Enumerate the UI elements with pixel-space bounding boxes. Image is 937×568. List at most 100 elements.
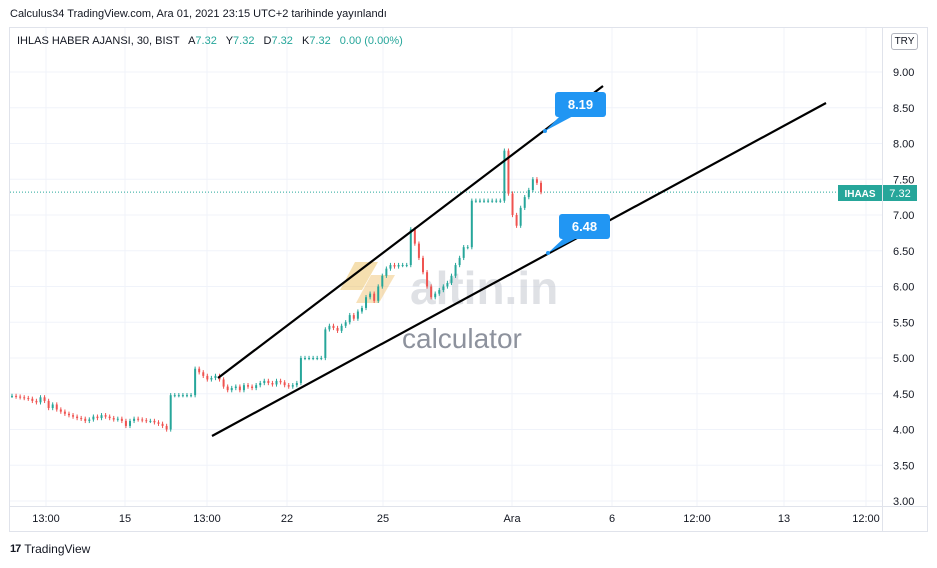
candle-body bbox=[55, 404, 58, 410]
candle-body bbox=[348, 315, 351, 323]
candle-body bbox=[27, 398, 30, 400]
price-tick-label: 8.00 bbox=[893, 139, 914, 151]
candle-body bbox=[344, 322, 347, 326]
price-tick-label: 4.00 bbox=[893, 425, 914, 437]
candle-body bbox=[11, 395, 13, 397]
candle-body bbox=[124, 420, 127, 426]
candle-body bbox=[63, 411, 66, 414]
candle-body bbox=[51, 404, 54, 409]
candle-body bbox=[397, 265, 400, 267]
candle-body bbox=[194, 368, 197, 396]
candle-body bbox=[141, 419, 144, 421]
candle-body bbox=[190, 395, 193, 397]
candle-body bbox=[426, 272, 429, 287]
candle-body bbox=[202, 372, 205, 376]
candle-body bbox=[511, 193, 514, 215]
candle-body bbox=[519, 207, 522, 226]
candle-body bbox=[267, 380, 270, 384]
candle-body bbox=[234, 386, 237, 389]
callout-pointer bbox=[548, 237, 579, 253]
time-tick-label: 13 bbox=[778, 513, 790, 525]
legend-a-value: 7.32 bbox=[195, 35, 217, 47]
candle-body bbox=[438, 290, 441, 294]
time-tick-label: 13:00 bbox=[193, 513, 221, 525]
candle-body bbox=[381, 275, 384, 287]
candles bbox=[11, 148, 542, 432]
price-axis[interactable]: 9.00 8.50 8.00 7.50 7.00 6.50 6.00 5.50 5.00 4.50… bbox=[893, 67, 914, 508]
candle-body bbox=[405, 265, 408, 267]
price-tick-label: 5.00 bbox=[893, 353, 914, 365]
candle-body bbox=[421, 257, 424, 273]
candle-body bbox=[523, 197, 526, 208]
price-tick-label: 4.50 bbox=[893, 389, 914, 401]
candle-body bbox=[198, 368, 201, 373]
legend-k-value: 7.32 bbox=[309, 35, 331, 47]
legend-y-label: Y bbox=[225, 35, 234, 47]
candle-body bbox=[165, 425, 168, 430]
callout-box bbox=[555, 92, 606, 117]
currency-button[interactable]: TRY bbox=[891, 33, 918, 50]
candle-body bbox=[242, 385, 245, 391]
candle-body bbox=[495, 200, 498, 202]
callout-label: 8.19 bbox=[568, 97, 593, 112]
time-axis[interactable]: 13:00 15 13:00 22 25 Ara 6 12:00 13 12:00 bbox=[32, 513, 880, 525]
candle-body bbox=[316, 358, 319, 359]
chart-frame bbox=[9, 27, 928, 532]
candle-body bbox=[312, 358, 315, 359]
candle-body bbox=[161, 423, 164, 426]
candle-body bbox=[373, 293, 376, 301]
trendlines[interactable] bbox=[211, 85, 827, 437]
candle-body bbox=[540, 182, 542, 193]
legend-k-label: K bbox=[301, 35, 310, 47]
candle-body bbox=[153, 420, 156, 423]
candle-body bbox=[454, 265, 457, 276]
candle-body bbox=[413, 229, 416, 244]
candle-body bbox=[430, 286, 433, 298]
candle-body bbox=[531, 179, 534, 190]
price-tag-ticker: IHAAS bbox=[844, 189, 875, 200]
candle-body bbox=[470, 200, 473, 248]
candle-body bbox=[352, 315, 355, 319]
legend-change: 0.00 (0.00%) bbox=[339, 35, 403, 47]
candle-body bbox=[230, 388, 233, 391]
candle-body bbox=[478, 200, 481, 202]
candle-body bbox=[96, 416, 99, 419]
candle-body bbox=[177, 395, 180, 397]
candle-body bbox=[137, 418, 140, 420]
candle-body bbox=[332, 325, 335, 328]
candle-body bbox=[360, 307, 363, 312]
price-tick-label: 7.50 bbox=[893, 174, 914, 186]
legend-y-value: 7.32 bbox=[233, 35, 255, 47]
legend-d-value: 7.32 bbox=[271, 35, 293, 47]
candle-body bbox=[222, 379, 225, 387]
candle-body bbox=[535, 179, 538, 183]
time-tick-label: 22 bbox=[281, 513, 293, 525]
candle-body bbox=[59, 409, 62, 412]
footer-brand[interactable]: 17 TradingView bbox=[10, 542, 90, 556]
candle-body bbox=[92, 416, 95, 420]
time-tick-label: 6 bbox=[609, 513, 615, 525]
callout-label: 6.48 bbox=[572, 219, 597, 234]
trendline-upper[interactable] bbox=[217, 85, 604, 379]
callout-box bbox=[559, 214, 610, 239]
trendline-lower[interactable] bbox=[211, 102, 827, 437]
candle-body bbox=[507, 150, 510, 194]
candle-body bbox=[385, 268, 388, 276]
price-tick-label: 5.50 bbox=[893, 317, 914, 329]
candle-body bbox=[291, 385, 294, 387]
candle-body bbox=[210, 378, 213, 380]
candle-body bbox=[515, 215, 518, 226]
time-tick-label: 12:00 bbox=[852, 513, 880, 525]
candle-body bbox=[120, 418, 123, 421]
candle-body bbox=[226, 386, 229, 391]
price-tick-label: 6.00 bbox=[893, 282, 914, 294]
candle-body bbox=[112, 418, 115, 420]
price-tag: IHAAS 7.32 bbox=[838, 185, 917, 201]
candle-body bbox=[442, 286, 445, 291]
candle-body bbox=[43, 397, 46, 401]
candle-body bbox=[275, 380, 278, 385]
candle-body bbox=[116, 418, 119, 420]
candle-body bbox=[15, 395, 18, 397]
candle-body bbox=[401, 265, 404, 267]
